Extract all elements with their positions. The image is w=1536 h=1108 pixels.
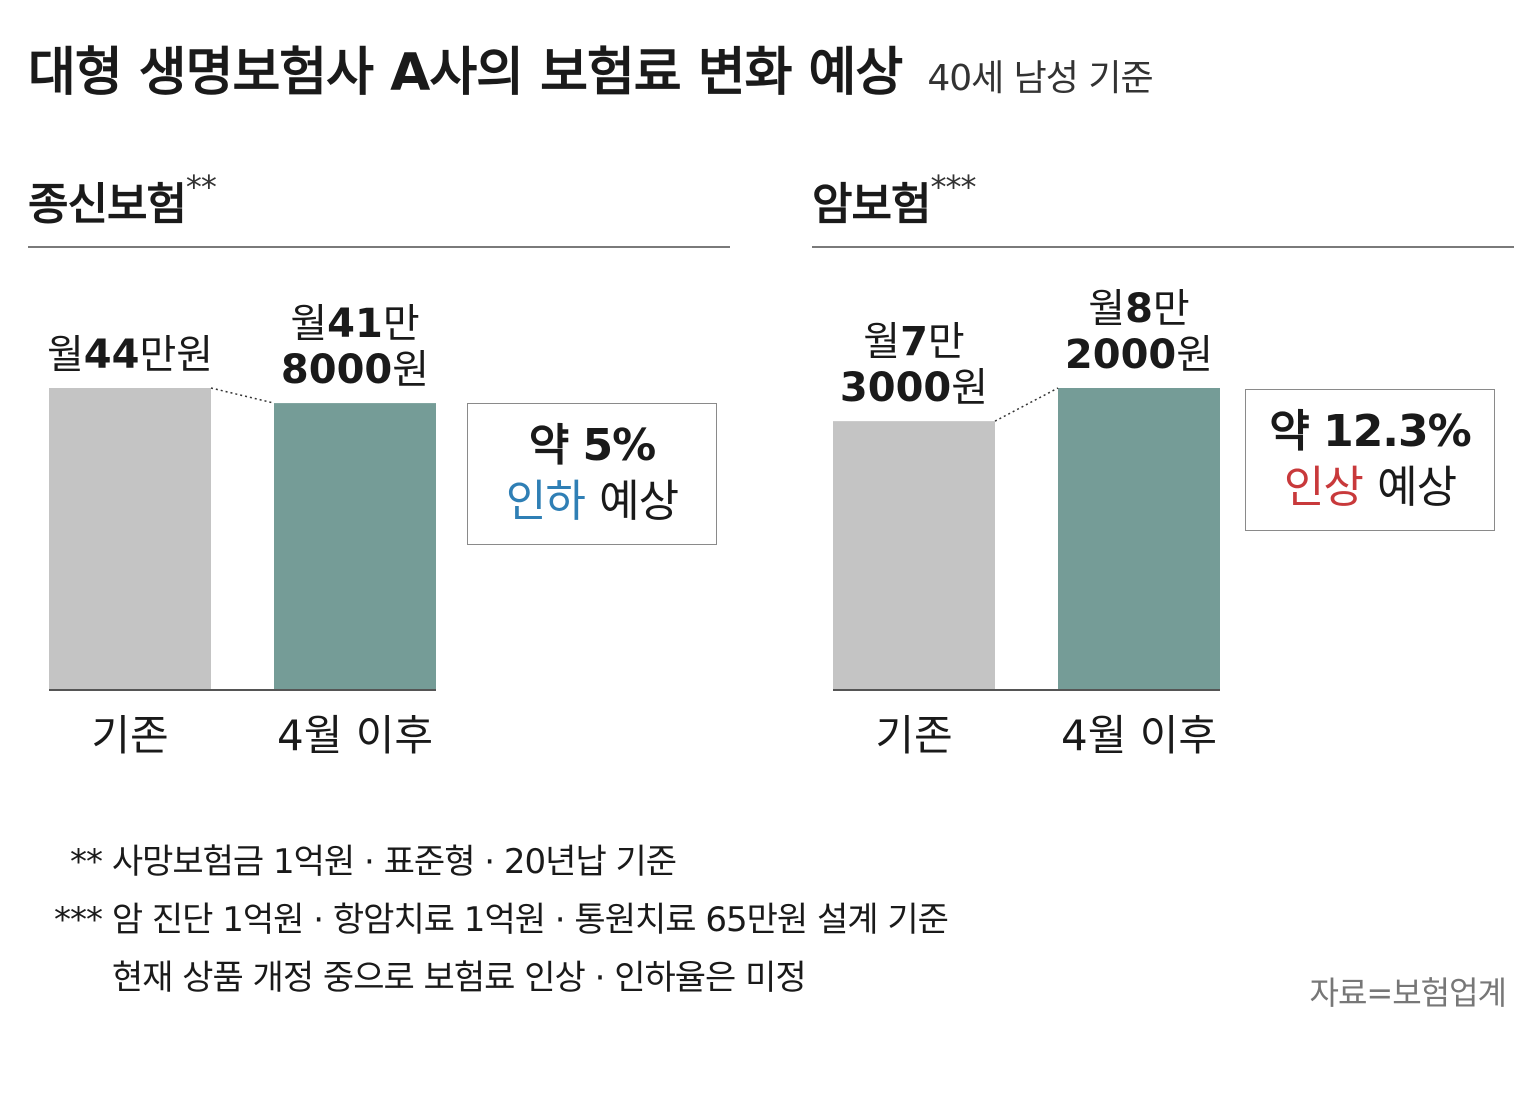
chart-subtitle: 40세 남성 기준 [927, 58, 1153, 99]
callout-prefix: 약 [1269, 406, 1309, 457]
bar-value-label: 2000원 [1065, 332, 1213, 378]
change-callout-cancer: 약 12.3% 인상 예상 [1245, 389, 1495, 531]
panel-title-cancer: 암보험*** [812, 168, 976, 232]
category-label: 기존 [91, 711, 168, 760]
panel-title-mark: ** [185, 168, 217, 206]
callout-value: 12.3% [1323, 406, 1472, 457]
bar-value-label: 월8만 [1088, 286, 1189, 332]
callout-direction: 인상 [1283, 462, 1364, 513]
callout-suffix: 예상 [1377, 462, 1457, 513]
bar-after [274, 403, 436, 690]
bar-value-label: 3000원 [840, 365, 988, 411]
callout-prefix: 약 [528, 420, 569, 471]
bar-value-label: 월44만원 [47, 332, 213, 378]
panel-title-text: 암보험 [812, 179, 931, 230]
connector-line [210, 387, 275, 404]
bar-value-label: 월41만 [290, 301, 419, 347]
bar-value-label: 월7만 [863, 319, 964, 365]
panel-title-whole-life: 종신보험** [28, 168, 217, 232]
source-credit: 자료=보험업계 [1309, 974, 1507, 1012]
bar-before [833, 421, 995, 690]
bar-value-label: 8000원 [281, 347, 429, 393]
panel-divider [28, 246, 730, 248]
category-label: 4월 이후 [1061, 711, 1217, 760]
footnote-text: 현재 상품 개정 중으로 보험료 인상 · 인하율은 미정 [111, 958, 807, 998]
callout-value: 5% [582, 420, 657, 471]
bar-before [49, 388, 211, 690]
footnote-2: *** 암 진단 1억원 · 항암치료 1억원 · 통원치료 65만원 설계 기… [30, 892, 949, 941]
category-label: 4월 이후 [277, 711, 433, 760]
panel-divider [812, 246, 1514, 248]
panel-title-mark: *** [930, 168, 976, 206]
panel-title-text: 종신보험 [28, 179, 187, 230]
callout-direction: 인하 [505, 476, 586, 527]
footnote-1: ** 사망보험금 1억원 · 표준형 · 20년납 기준 [30, 834, 677, 883]
connector-line [994, 387, 1059, 422]
callout-suffix: 예상 [599, 476, 679, 527]
chart-title: 대형 생명보험사 A사의 보험료 변화 예상 40세 남성 기준 [28, 30, 1154, 105]
bar-after [1058, 388, 1220, 690]
title-text: 대형 생명보험사 A사의 보험료 변화 예상 [28, 43, 903, 103]
footnote-3: 현재 상품 개정 중으로 보험료 인상 · 인하율은 미정 [30, 950, 807, 999]
category-label: 기존 [875, 711, 952, 760]
footnote-text: 암 진단 1억원 · 항암치료 1억원 · 통원치료 65만원 설계 기준 [111, 900, 949, 940]
footnote-mark: *** [54, 900, 103, 940]
change-callout-whole-life: 약 5% 인하 예상 [467, 403, 717, 545]
footnote-mark: ** [70, 842, 103, 882]
footnote-text: 사망보험금 1억원 · 표준형 · 20년납 기준 [111, 842, 677, 882]
